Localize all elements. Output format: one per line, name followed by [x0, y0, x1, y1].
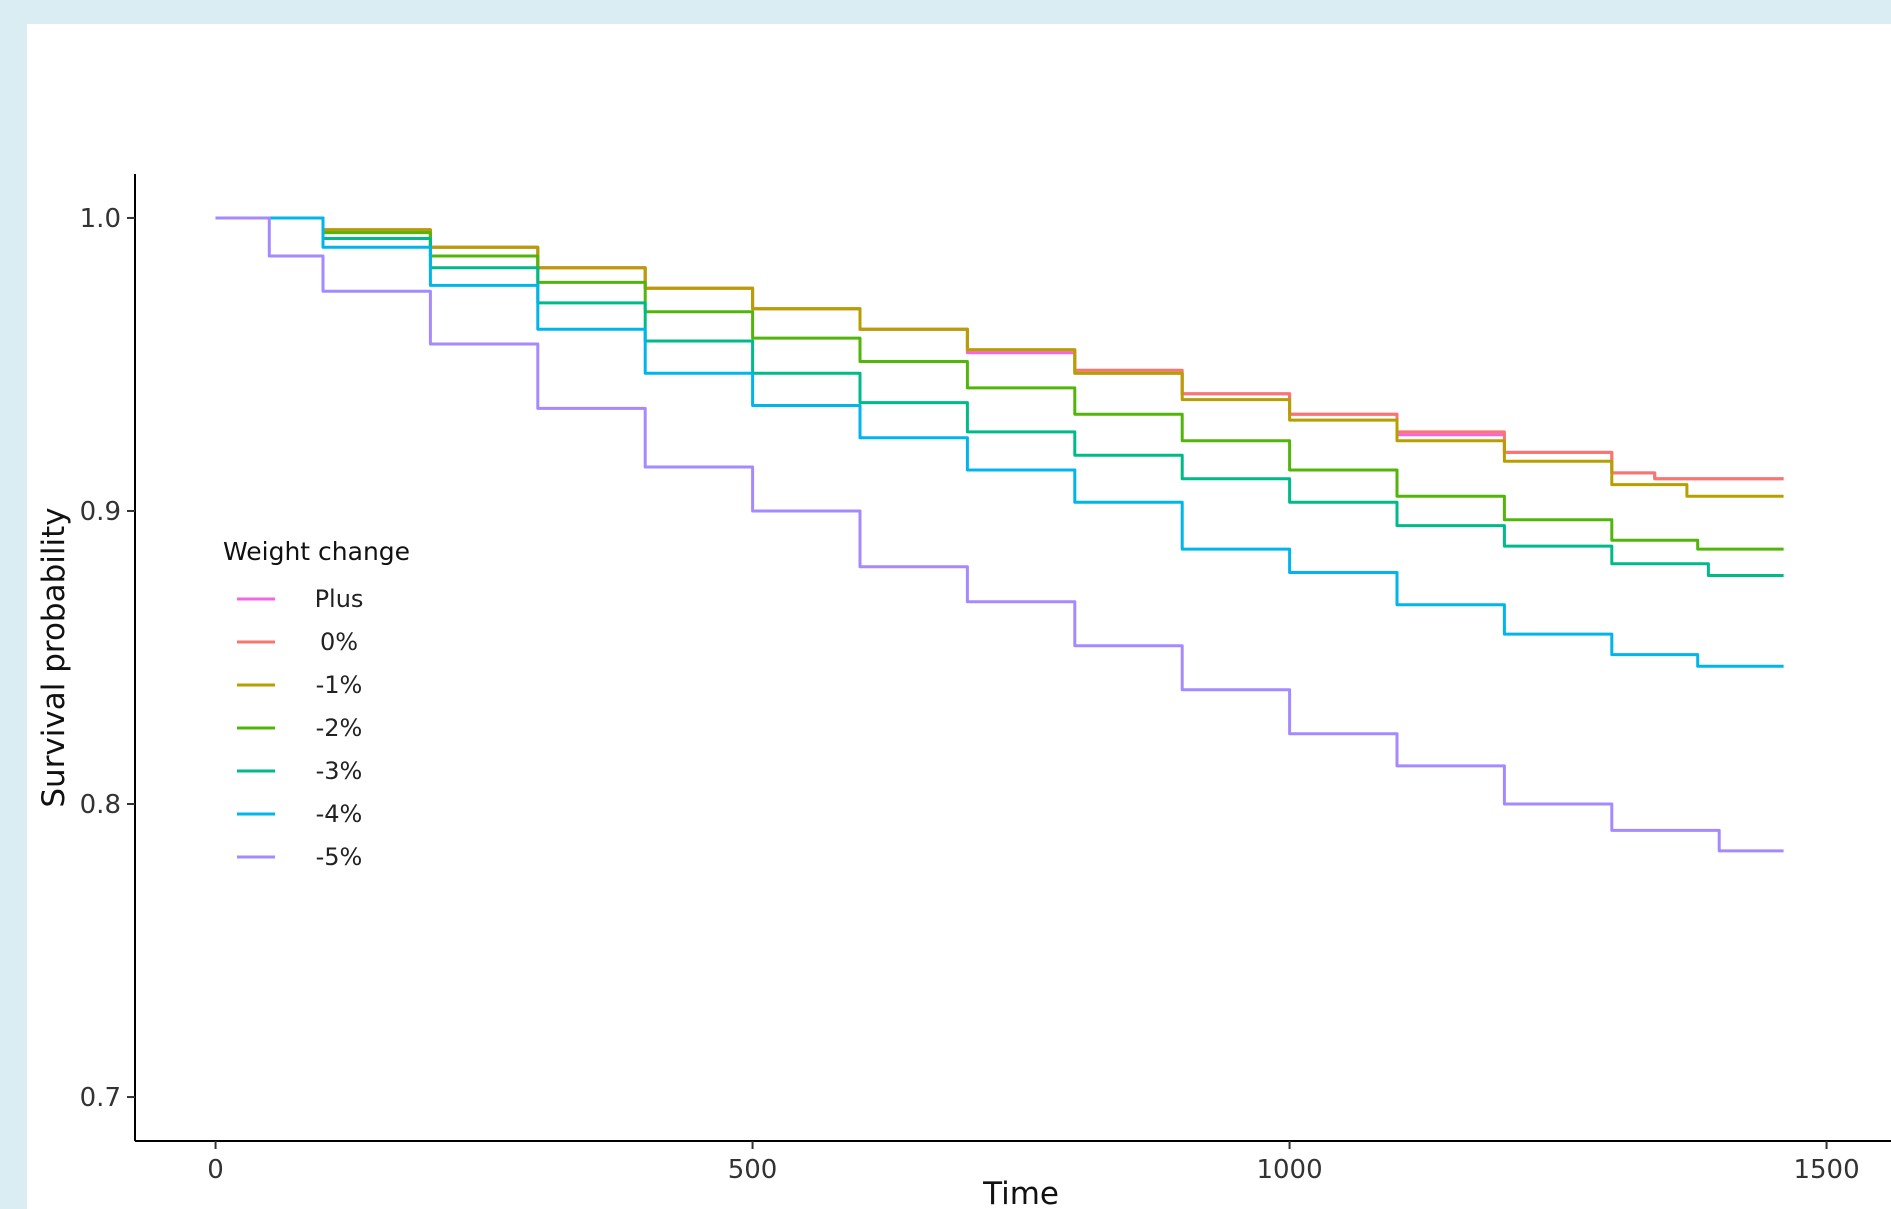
- legend-label: -2%: [316, 714, 363, 742]
- x-tick-label: 1000: [1256, 1155, 1322, 1185]
- y-tick-label: 0.9: [80, 497, 121, 527]
- y-axis-title: Survival probability: [36, 507, 72, 807]
- legend-label: -4%: [316, 800, 363, 828]
- y-tick-label: 1.0: [80, 204, 121, 234]
- ticks: 0 500 1000 1500 0.7 0.8 0.9 1.0: [80, 204, 1860, 1185]
- x-axis-title: Time: [982, 1176, 1059, 1209]
- legend-title: Weight change: [223, 537, 410, 566]
- x-tick-label: 1500: [1793, 1155, 1859, 1185]
- series-line: [215, 216, 1784, 551]
- legend-label: Plus: [315, 585, 364, 613]
- series-line: [215, 216, 1784, 853]
- legend: Weight change Plus 0% -1% -2% -3% -4% -5%: [223, 537, 410, 871]
- legend-label: -5%: [316, 843, 363, 871]
- series-line: [215, 216, 1784, 577]
- x-tick-label: 0: [207, 1155, 224, 1185]
- legend-label: -3%: [316, 757, 363, 785]
- y-tick-label: 0.8: [80, 790, 121, 820]
- y-tick-label: 0.7: [80, 1083, 121, 1113]
- series-line: [215, 216, 1784, 668]
- legend-label: -1%: [316, 671, 363, 699]
- chart-panel: 0 500 1000 1500 0.7 0.8 0.9 1.0 Time Survival p…: [27, 24, 1891, 1209]
- series-layer: [215, 216, 1784, 853]
- x-tick-label: 500: [728, 1155, 778, 1185]
- survival-chart: 0 500 1000 1500 0.7 0.8 0.9 1.0 Time Survival p…: [36, 174, 1891, 1209]
- series-line: [215, 216, 1784, 498]
- axes: [134, 174, 1891, 1142]
- legend-label: 0%: [320, 628, 358, 656]
